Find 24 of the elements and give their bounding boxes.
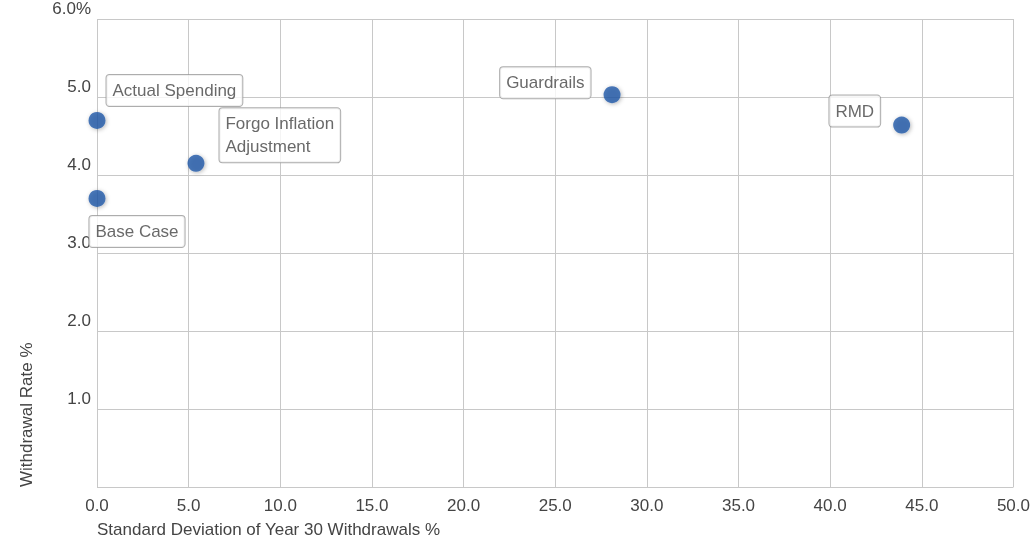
x-tick-label: 10.0 — [263, 496, 297, 515]
x-tick-label: 15.0 — [355, 496, 389, 515]
x-tick-label: 30.0 — [630, 496, 664, 515]
annotation: Base Case — [95, 221, 179, 241]
annotation: Forgo Inflation Adjustment — [225, 114, 335, 157]
y-tick-label: 5.0 — [67, 77, 91, 96]
y-tick-label: 2.0 — [67, 311, 91, 330]
y-axis-title: Withdrawal Rate % — [17, 342, 36, 487]
x-tick-label: 45.0 — [905, 496, 939, 515]
x-tick-label: 0.0 — [85, 496, 109, 515]
y-tick-label: 6.0% — [52, 0, 91, 18]
y-tick-label: 3.0 — [67, 233, 91, 252]
x-axis-title: Standard Deviation of Year 30 Withdrawals % — [97, 520, 441, 539]
x-tick-label: 5.0 — [176, 496, 201, 515]
y-tick-label: 1.0 — [67, 389, 91, 408]
x-tick-label: 40.0 — [813, 496, 847, 515]
y-tick-label: 4.0 — [67, 155, 91, 174]
annotation: Actual Spending — [112, 80, 237, 100]
x-tick-label: 50.0 — [996, 496, 1030, 515]
annotation: Guardrails — [506, 73, 585, 93]
x-tick-label: 25.0 — [538, 496, 572, 515]
x-tick-label: 35.0 — [721, 496, 756, 515]
annotation: RMD — [835, 101, 875, 121]
x-tick-label: 20.0 — [447, 496, 481, 515]
